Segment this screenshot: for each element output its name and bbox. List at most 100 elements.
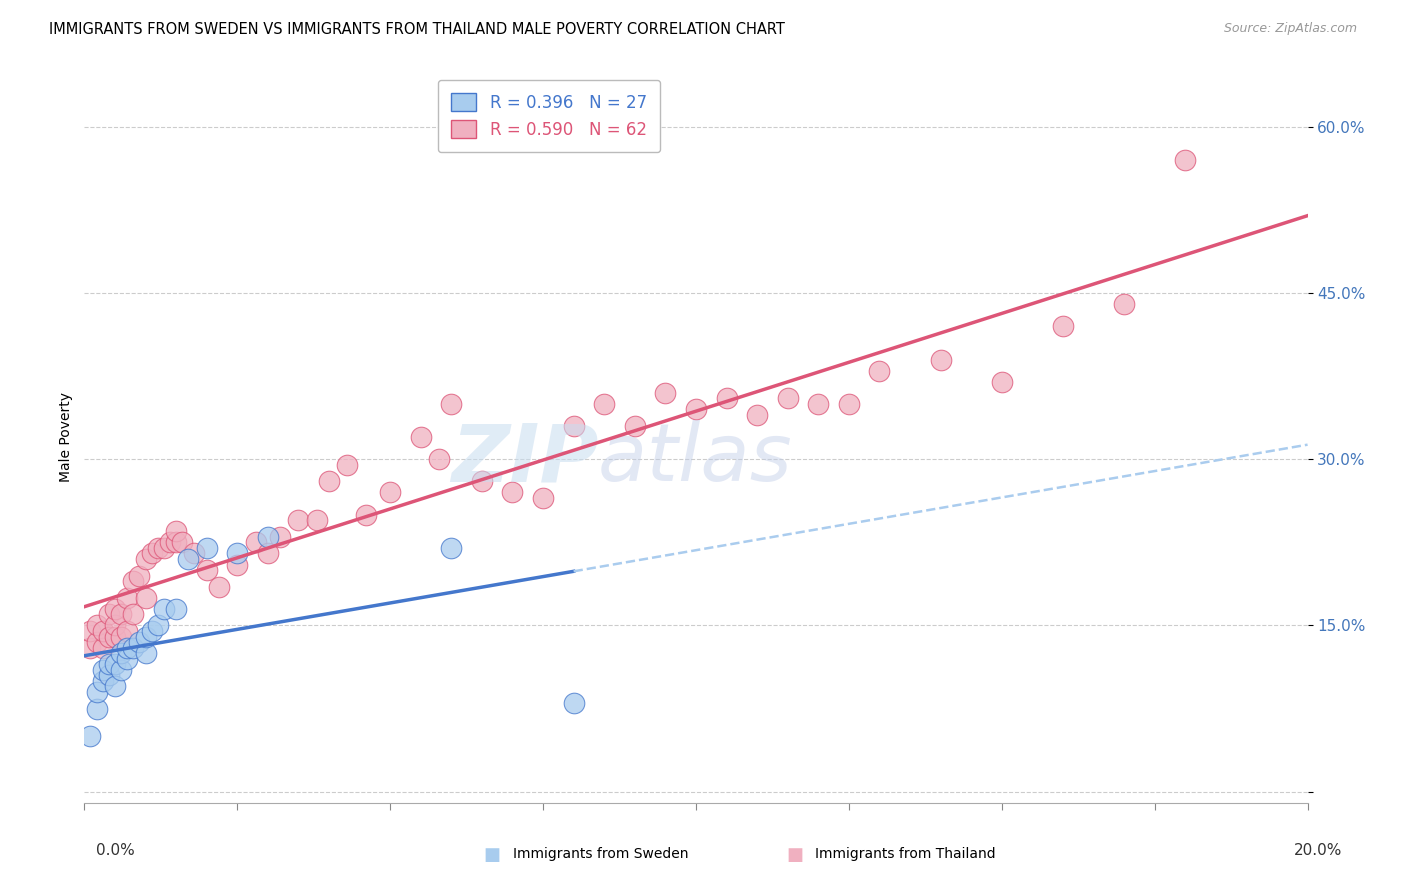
Point [776,392,799,406]
Point [104,680,127,694]
Point [869,363,891,377]
Text: Source: ZipAtlas.com: Source: ZipAtlas.com [1223,22,1357,36]
Point [128,568,150,582]
Y-axis label: Male Poverty: Male Poverty [59,392,73,482]
Point [226,558,249,572]
Point [562,696,585,710]
Text: ZIP: ZIP [451,420,598,498]
Point [86,635,108,649]
Point [409,430,432,444]
Text: ■: ■ [786,846,803,863]
Point [135,646,157,660]
Point [226,546,249,560]
Point [165,524,187,539]
Point [354,508,377,522]
Point [104,657,127,672]
Point [1114,297,1136,311]
Point [86,685,108,699]
Point [654,385,676,400]
Point [79,729,101,743]
Point [440,397,463,411]
Point [110,607,132,622]
Point [79,624,101,638]
Point [531,491,554,505]
Point [165,535,187,549]
Point [287,513,309,527]
Text: IMMIGRANTS FROM SWEDEN VS IMMIGRANTS FROM THAILAND MALE POVERTY CORRELATION CHAR: IMMIGRANTS FROM SWEDEN VS IMMIGRANTS FRO… [49,22,785,37]
Point [245,535,267,549]
Point [380,485,402,500]
Point [110,630,132,644]
Point [1174,153,1197,167]
Point [747,408,769,422]
Point [257,546,280,560]
Point [165,602,187,616]
Point [195,563,218,577]
Point [685,402,707,417]
Point [135,552,157,566]
Point [141,624,163,638]
Point [807,397,830,411]
Point [122,640,145,655]
Point [141,546,163,560]
Point [115,651,138,665]
Point [146,618,169,632]
Point [1052,319,1074,334]
Point [122,574,145,589]
Point [110,646,132,660]
Point [79,640,101,655]
Point [97,630,120,644]
Point [177,552,200,566]
Point [115,624,138,638]
Point [110,663,132,677]
Point [929,352,952,367]
Legend: R = 0.396   N = 27, R = 0.590   N = 62: R = 0.396 N = 27, R = 0.590 N = 62 [439,79,661,152]
Point [97,668,120,682]
Point [172,535,194,549]
Point [146,541,169,555]
Point [122,607,145,622]
Text: 20.0%: 20.0% [1295,843,1343,858]
Text: 0.0%: 0.0% [96,843,135,858]
Point [257,530,280,544]
Point [183,546,205,560]
Point [104,630,127,644]
Point [318,475,340,489]
Point [991,375,1014,389]
Point [91,624,114,638]
Text: atlas: atlas [598,420,793,498]
Point [593,397,616,411]
Point [86,618,108,632]
Point [104,618,127,632]
Point [86,701,108,715]
Text: ■: ■ [484,846,501,863]
Point [562,419,585,434]
Point [195,541,218,555]
Point [440,541,463,555]
Point [305,513,328,527]
Point [208,580,231,594]
Point [716,392,738,406]
Point [115,591,138,605]
Point [269,530,291,544]
Point [91,663,114,677]
Point [128,635,150,649]
Point [502,485,524,500]
Text: Immigrants from Sweden: Immigrants from Sweden [513,847,689,862]
Point [159,535,181,549]
Point [97,657,120,672]
Text: Immigrants from Thailand: Immigrants from Thailand [815,847,995,862]
Point [336,458,359,472]
Point [153,602,176,616]
Point [135,591,157,605]
Point [91,640,114,655]
Point [135,630,157,644]
Point [624,419,647,434]
Point [471,475,494,489]
Point [115,640,138,655]
Point [838,397,860,411]
Point [153,541,176,555]
Point [104,602,127,616]
Point [97,607,120,622]
Point [91,673,114,688]
